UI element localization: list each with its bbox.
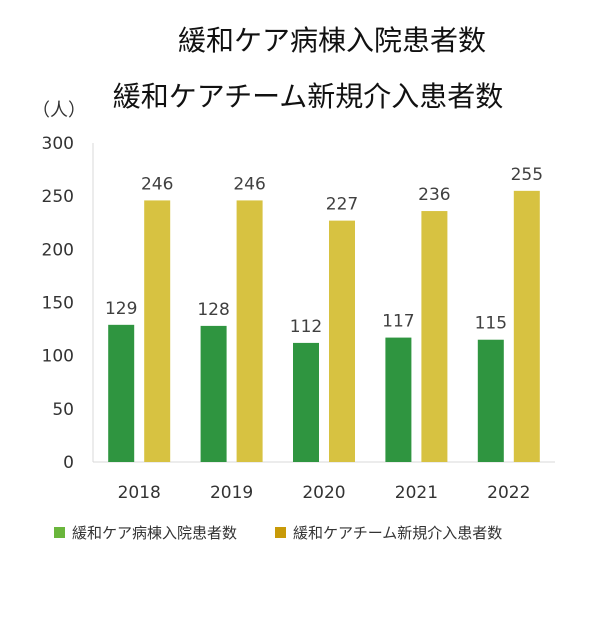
legend-item-palliative-team-new-interventions: 緩和ケアチーム新規介入患者数 [275, 522, 502, 543]
chart-title: 緩和ケア病棟入院患者数 [177, 24, 486, 57]
x-tick-label: 2020 [302, 483, 345, 503]
y-tick-label: 0 [63, 453, 74, 473]
bar-palliative-ward-admissions [108, 324, 135, 462]
data-label: 227 [326, 195, 358, 215]
bar-palliative-team-new-interventions [329, 220, 355, 462]
x-tick-label: 2021 [395, 483, 438, 503]
chart-legend: 緩和ケア病棟入院患者数 緩和ケアチーム新規介入患者数 [54, 520, 594, 544]
legend-label-series-2: 緩和ケアチーム新規介入患者数 [293, 523, 503, 542]
y-axis-unit-label: （人） [32, 100, 86, 121]
bar-palliative-team-new-interventions [236, 200, 263, 463]
data-label: 117 [382, 312, 414, 332]
legend-item-palliative-ward-admissions: 緩和ケア病棟入院患者数 [54, 522, 237, 543]
data-label: 129 [105, 299, 137, 319]
y-tick-label: 50 [52, 400, 74, 420]
bar-palliative-ward-admissions [200, 325, 227, 462]
bar-palliative-ward-admissions [385, 337, 412, 462]
x-tick-label: 2022 [487, 483, 530, 503]
data-label: 112 [290, 317, 322, 337]
x-tick-label: 2018 [118, 483, 161, 503]
y-tick-label: 300 [42, 134, 74, 154]
data-label: 246 [233, 174, 265, 194]
legend-swatch-series-1 [54, 526, 65, 538]
data-label: 128 [197, 300, 229, 320]
legend-swatch-series-2 [275, 526, 287, 538]
y-tick-label: 150 [42, 294, 74, 314]
bar-palliative-ward-admissions [293, 342, 319, 462]
chart-subtitle: 緩和ケアチーム新規介入患者数 [112, 80, 504, 113]
data-label: 246 [141, 174, 173, 194]
bar-palliative-ward-admissions [477, 339, 504, 462]
data-label: 255 [511, 165, 543, 185]
bar-palliative-team-new-interventions [144, 200, 171, 463]
y-tick-label: 200 [42, 240, 74, 260]
legend-label-series-1: 緩和ケア病棟入院患者数 [72, 523, 238, 542]
data-label: 115 [475, 314, 507, 334]
bar-palliative-team-new-interventions [513, 190, 540, 462]
y-tick-label: 100 [42, 347, 74, 367]
x-tick-label: 2019 [210, 483, 253, 503]
bar-palliative-team-new-interventions [421, 211, 448, 462]
data-label: 236 [418, 185, 450, 205]
y-tick-label: 250 [42, 187, 74, 207]
